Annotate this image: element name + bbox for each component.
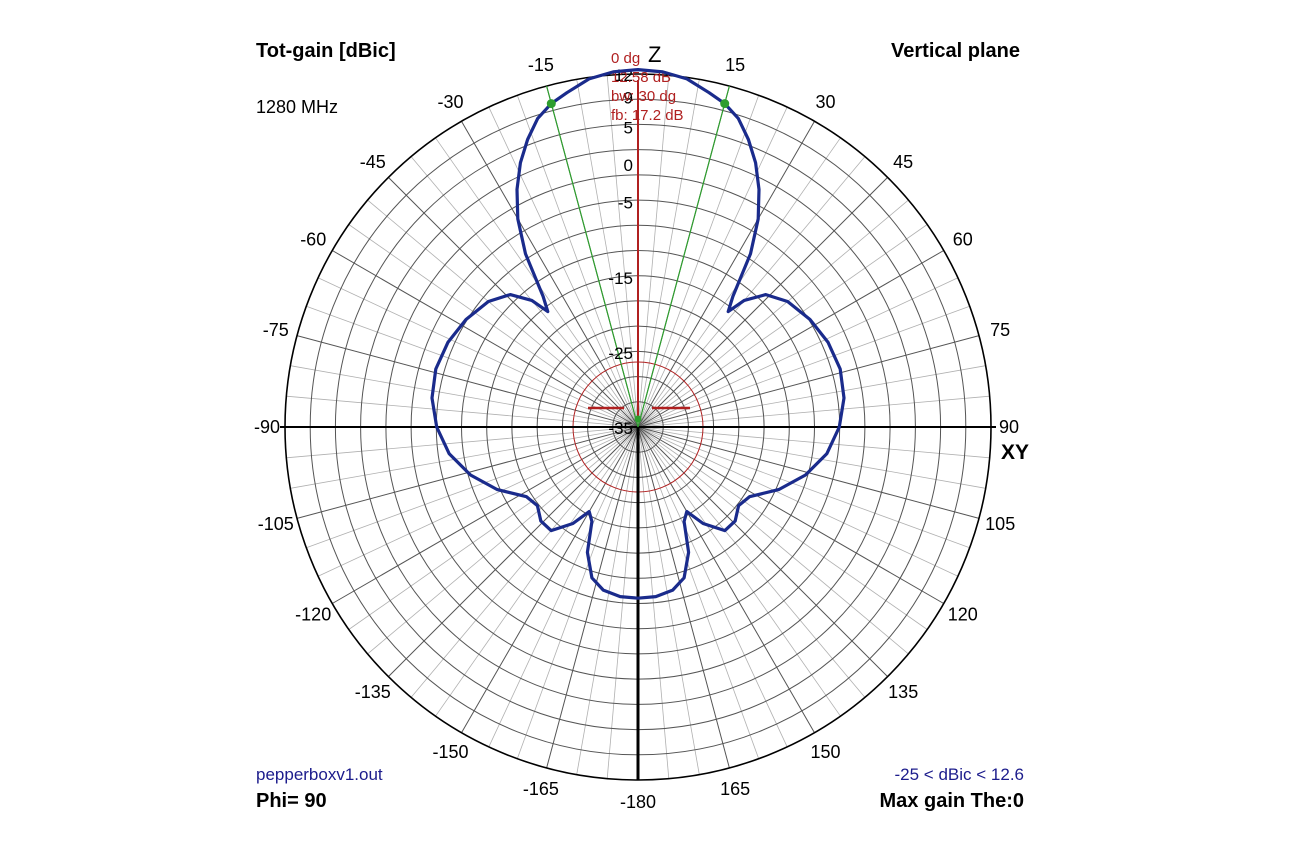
angle-label-left: -75 [263, 320, 289, 340]
range-label: -25 < dBic < 12.6 [894, 765, 1024, 784]
angle-label-left: -45 [360, 152, 386, 172]
beamwidth-point [546, 99, 556, 109]
angle-label-right: 30 [815, 92, 835, 112]
angle-label-left: -165 [523, 779, 559, 799]
right-axis-label: XY [1001, 441, 1029, 464]
angle-label-left: -90 [254, 417, 280, 437]
radial-ring-label: 0 [624, 156, 633, 175]
file-name: pepperboxv1.out [256, 765, 383, 784]
info-box-line: fb: 17.2 dB [611, 107, 684, 124]
angle-label-right: 120 [948, 605, 978, 625]
angle-label-right: 15 [725, 55, 745, 75]
angle-label-right: 150 [810, 742, 840, 762]
radial-ring-label: 5 [624, 119, 633, 138]
angle-label-right: 75 [990, 320, 1010, 340]
angle-label-right: 90 [999, 417, 1019, 437]
left-title: Tot-gain [dBic] [256, 40, 396, 62]
angle-label-right: 165 [720, 779, 750, 799]
beamwidth-line [637, 85, 730, 428]
radial-ring-label: -15 [608, 269, 633, 288]
frequency-label: 1280 MHz [256, 97, 339, 117]
info-box-line: 12.58 dB [611, 69, 671, 86]
angle-label-right: 105 [985, 514, 1015, 534]
angle-label-left: -120 [295, 605, 331, 625]
radial-ring-label: -5 [618, 194, 633, 213]
beamwidth-point [720, 99, 730, 109]
angle-label-left: -30 [437, 92, 463, 112]
angle-label-right: 60 [953, 230, 973, 250]
phi-label: Phi= 90 [256, 790, 327, 812]
angle-label-left: -135 [355, 682, 391, 702]
angle-label-right: 45 [893, 152, 913, 172]
radial-ring-label: -35 [608, 419, 633, 438]
angle-label-left: -150 [432, 742, 468, 762]
right-title: Vertical plane [891, 40, 1020, 62]
angle-label-right: 135 [888, 682, 918, 702]
info-box-line: bw: 30 dg [611, 88, 676, 105]
radiation-pattern [430, 68, 846, 600]
radial-ring-label: 9 [624, 89, 633, 108]
angle-label-left: -60 [300, 230, 326, 250]
beamwidth-line [546, 85, 639, 428]
radial-ring-label: -25 [608, 344, 633, 363]
angle-label-left: -180 [620, 792, 656, 812]
top-axis-label: Z [648, 42, 661, 67]
angle-label-left: -15 [528, 55, 554, 75]
info-box-line: 0 dg [611, 50, 640, 67]
max-gain-label: Max gain The:0 [879, 790, 1024, 812]
center-point [634, 415, 642, 423]
angle-label-left: -105 [258, 514, 294, 534]
